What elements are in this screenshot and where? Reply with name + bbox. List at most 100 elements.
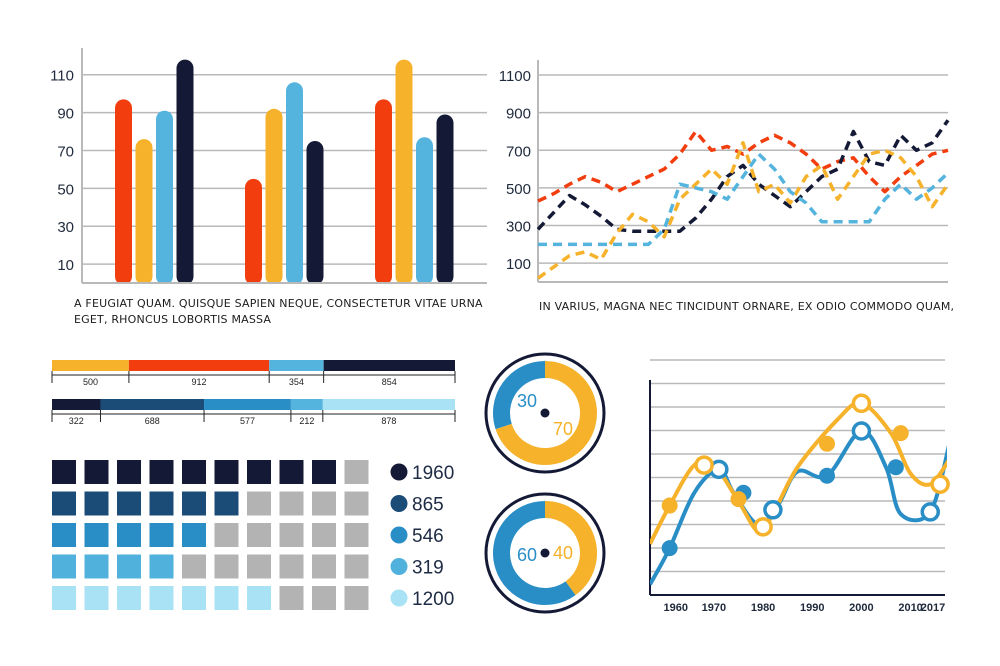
waffle-cell (84, 586, 109, 610)
segment-212 (290, 399, 323, 410)
legend-value: 865 (412, 495, 444, 516)
marker-orange (730, 491, 747, 508)
waffle-cell (214, 554, 239, 579)
waffle-cell (182, 554, 206, 579)
y-tick-label: 10 (57, 257, 74, 274)
marker-orange (892, 425, 909, 442)
x-tick-label: 1960 (664, 602, 688, 614)
donut-label-60: 60 (517, 545, 537, 565)
x-tick-label: 1990 (800, 602, 824, 614)
y-tick-label: 1100 (499, 68, 531, 85)
y-tick-label: 900 (506, 106, 531, 123)
waffle-cell (182, 586, 206, 610)
waffle-cell (312, 491, 336, 516)
x-tick-label: 1980 (751, 602, 775, 614)
bar-yellow-C (395, 59, 413, 286)
waffle-cell (344, 523, 369, 547)
waffle-cell (344, 554, 369, 579)
legend-value: 1960 (412, 463, 454, 484)
waffle-cell (117, 460, 141, 484)
waffle-cell (149, 460, 174, 484)
segment-label: 500 (83, 377, 98, 387)
marker-blue (819, 467, 835, 484)
waffle-cell (149, 554, 174, 579)
series-line-yellow (536, 141, 950, 280)
segment-500 (52, 360, 129, 371)
segment-354 (269, 360, 324, 371)
waffle-cell (247, 554, 271, 579)
legend-value: 319 (412, 558, 444, 579)
legend-dot (390, 558, 408, 575)
donut-center-dot (540, 408, 550, 418)
x-tick-label: 1970 (702, 602, 726, 614)
waffle-cell (279, 523, 304, 547)
y-tick-label: 30 (57, 219, 74, 236)
waffle-cell (214, 491, 239, 516)
waffle-cell (344, 491, 369, 516)
series-line-sky (538, 152, 950, 247)
waffle-cell (214, 523, 239, 547)
legend-dot (390, 589, 408, 607)
y-tick-label: 500 (506, 181, 531, 198)
line-chart-caption: IN VARIUS, MAGNA NEC TINCIDUNT ORNARE, E… (539, 300, 955, 313)
waffle-cell (247, 460, 271, 484)
waffle-cell (312, 554, 336, 579)
segment-label: 912 (192, 377, 207, 387)
waffle-cell (279, 586, 304, 610)
waffle-cell (214, 460, 239, 484)
bar-chart-caption: A FEUGIAT QUAM. QUISQUE SAPIEN NEQUE, CO… (74, 297, 483, 326)
waffle-cell (52, 554, 76, 579)
waffle-cell (247, 523, 271, 547)
segment-label: 354 (289, 377, 304, 387)
marker-orange (819, 435, 835, 452)
waffle-cell (279, 491, 304, 516)
donut-slice-40 (544, 501, 597, 596)
y-tick-label: 300 (506, 219, 531, 236)
series-line-navy (536, 119, 950, 233)
donut-slice-30 (493, 361, 546, 430)
marker-orange (851, 393, 872, 414)
line-chart-top-right: 100 300 500 700 900 1100 (499, 60, 950, 283)
marker-blue (851, 421, 872, 441)
segment-322 (52, 399, 101, 410)
x-tick-label: 2000 (849, 602, 873, 614)
legend-dot (390, 526, 408, 544)
legend-dot (390, 463, 408, 481)
marker-orange (930, 474, 950, 494)
waffle-cell (52, 460, 76, 484)
waffle-cell (52, 523, 76, 547)
bar-navy-A (176, 59, 194, 286)
bar-navy-B (306, 140, 324, 285)
segment-label: 322 (69, 416, 84, 426)
waffle-cell (52, 586, 76, 610)
x-tick-label: 2017 (921, 602, 945, 614)
y-tick-label: 100 (506, 256, 531, 273)
bar-red-B (245, 178, 262, 285)
bar-yellow-A (135, 139, 153, 285)
baseline-mask (82, 283, 487, 286)
marker-blue (661, 540, 678, 557)
segment-878 (322, 399, 455, 410)
legend-value: 546 (412, 526, 444, 547)
segment-label: 577 (240, 416, 255, 426)
waffle-cell (279, 460, 304, 484)
donut-slice-70 (495, 361, 597, 465)
bar-yellow-B (265, 108, 283, 285)
y-tick-label: 90 (57, 106, 74, 123)
segment-label: 878 (381, 416, 396, 426)
segment-688 (100, 399, 205, 410)
marker-orange (753, 517, 773, 537)
donut-label-40: 40 (553, 543, 573, 563)
waffle-cell (52, 491, 76, 516)
marker-blue (920, 502, 940, 522)
bar-sky-B (286, 82, 303, 286)
bar-chart-top-left: 10 30 50 70 90 110 (50, 48, 487, 286)
waffle-cell (279, 554, 304, 579)
bar-navy-C (436, 114, 454, 285)
waffle-cell (117, 523, 141, 547)
waffle-cell (344, 586, 369, 610)
bar-sky-C (416, 137, 433, 285)
donut-label-30: 30 (517, 391, 537, 411)
